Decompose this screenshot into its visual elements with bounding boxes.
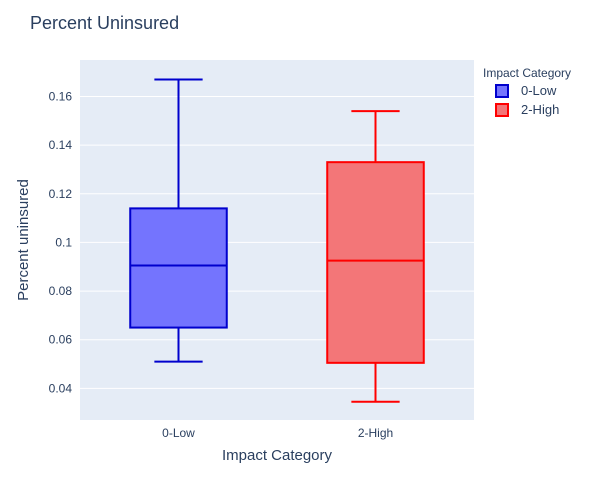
y-tick-label: 0.04 bbox=[49, 381, 73, 395]
box-iqr bbox=[326, 161, 425, 364]
y-tick-label: 0.12 bbox=[49, 187, 73, 201]
y-tick-label: 0.06 bbox=[49, 333, 73, 347]
legend-item-0-low[interactable]: 0-Low bbox=[495, 83, 557, 98]
box-0-low[interactable] bbox=[129, 78, 228, 363]
chart-title: Percent Uninsured bbox=[30, 13, 179, 33]
y-tick-label: 0.08 bbox=[49, 284, 73, 298]
legend[interactable]: Impact Category 0-Low 2-High bbox=[483, 66, 571, 117]
legend-item-2-high[interactable]: 2-High bbox=[495, 102, 559, 117]
box-2-high[interactable] bbox=[326, 110, 425, 403]
box-iqr bbox=[129, 207, 228, 329]
x-tick-label: 0-Low bbox=[162, 426, 195, 440]
legend-label: 0-Low bbox=[521, 83, 557, 98]
y-tick-label: 0.16 bbox=[49, 89, 73, 103]
legend-title: Impact Category bbox=[483, 66, 571, 80]
legend-label: 2-High bbox=[521, 102, 559, 117]
y-tick-label: 0.1 bbox=[55, 235, 72, 249]
box-traces bbox=[129, 78, 425, 403]
y-tick-labels: 0.04 0.06 0.08 0.1 0.12 0.14 0.16 bbox=[49, 89, 73, 395]
x-axis-title: Impact Category bbox=[222, 447, 333, 464]
x-tick-label: 2-High bbox=[358, 426, 393, 440]
y-tick-label: 0.14 bbox=[49, 138, 73, 152]
legend-swatch bbox=[495, 84, 509, 98]
y-axis-title: Percent uninsured bbox=[15, 179, 32, 301]
legend-swatch bbox=[495, 103, 509, 117]
x-tick-labels: 0-Low 2-High bbox=[162, 426, 393, 440]
